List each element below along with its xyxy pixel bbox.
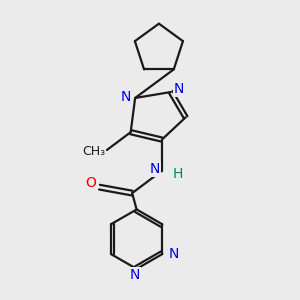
Text: N: N <box>130 268 140 282</box>
Text: N: N <box>150 162 160 176</box>
Text: N: N <box>120 89 131 103</box>
Text: H: H <box>172 167 183 181</box>
Text: N: N <box>168 247 179 261</box>
Text: O: O <box>85 176 97 190</box>
Text: CH₃: CH₃ <box>82 145 105 158</box>
Text: N: N <box>174 82 184 96</box>
